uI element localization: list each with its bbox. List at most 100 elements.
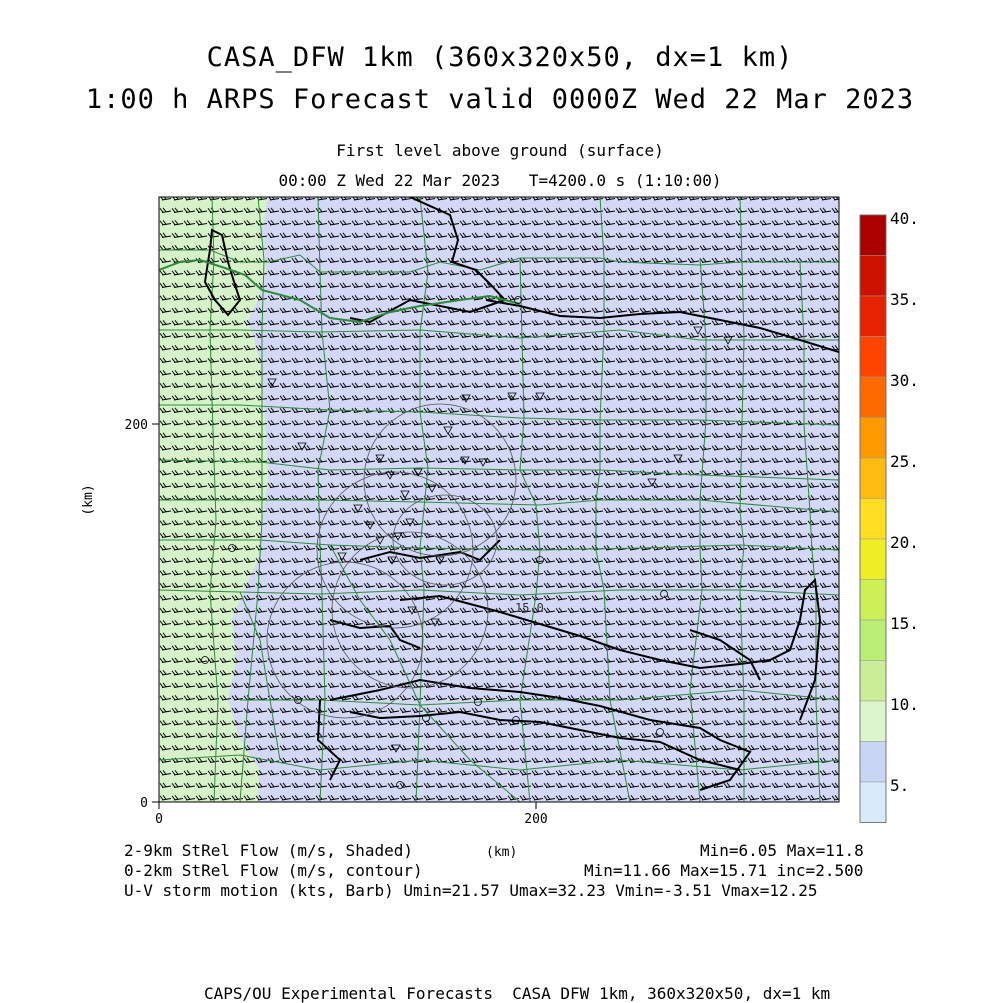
colorbar-label: 25.: [890, 452, 919, 471]
station-triangle: [430, 618, 440, 627]
county-line: [159, 539, 839, 551]
colorbar-swatch: [859, 417, 887, 459]
station-circle: [512, 716, 520, 724]
colorbar-swatch: [859, 498, 887, 540]
legend-x-unit: (km): [486, 845, 518, 860]
station-triangle: [723, 336, 733, 345]
colorbar-label: 15.: [890, 614, 919, 633]
county-line: [159, 459, 839, 481]
legend-contour-stats: Min=11.66 Max=15.71 inc=2.500: [584, 861, 864, 880]
station-markers: [201, 296, 733, 789]
county-line: [159, 754, 839, 771]
y-axis: 200 0 (km): [81, 418, 159, 811]
colorbar: [859, 214, 887, 823]
y-tick-0: 0: [140, 796, 148, 811]
footer-credit: CAPS/OU Experimental Forecasts CASA DFW …: [204, 984, 831, 1003]
plot-title-line1: CASA_DFW 1km (360x320x50, dx=1 km): [206, 42, 794, 73]
plot-frame: [158, 196, 840, 803]
wind-barb-field: [159, 197, 839, 801]
county-line: [317, 197, 331, 802]
station-triangle: [387, 556, 397, 565]
colorbar-swatch: [859, 457, 887, 499]
colorbar-swatch: [859, 660, 887, 702]
station-triangle: [391, 744, 401, 753]
station-triangle: [407, 606, 417, 615]
y-tick-200: 200: [125, 418, 148, 433]
station-triangle: [353, 504, 363, 513]
water-outline: [485, 299, 839, 353]
station-circle: [514, 296, 522, 304]
contour-label: 15.0: [515, 601, 544, 615]
station-triangle: [393, 532, 403, 541]
county-line: [159, 404, 839, 426]
legend-shaded: 2-9km StRel Flow (m/s, Shaded): [124, 841, 413, 860]
colorbar-swatch: [859, 336, 887, 378]
colorbar-label: 20.: [890, 533, 919, 552]
colorbar-swatch: [859, 619, 887, 661]
county-line: [239, 591, 281, 761]
station-triangle: [267, 378, 277, 387]
legend-shaded-stats: Min=6.05 Max=11.8: [700, 841, 864, 860]
level-subtitle: First level above ground (surface): [336, 141, 664, 160]
colorbar-swatch: [859, 214, 887, 256]
county-line: [159, 329, 839, 341]
station-circle: [228, 544, 236, 552]
station-triangle: [385, 471, 395, 480]
station-triangle: [375, 536, 385, 545]
legend-contour: 0-2km StRel Flow (m/s, contour): [124, 861, 423, 880]
water-outline: [203, 228, 242, 317]
time-subtitle: 00:00 Z Wed 22 Mar 2023 T=4200.0 s (1:10…: [278, 171, 722, 190]
station-triangle: [365, 521, 375, 530]
station-triangle: [435, 556, 445, 565]
colorbar-swatch: [859, 579, 887, 621]
water-outline: [316, 699, 342, 781]
station-circle: [536, 556, 544, 564]
station-triangle: [297, 442, 307, 451]
station-triangle: [405, 518, 415, 527]
colorbar-label: 10.: [890, 695, 919, 714]
station-circle: [660, 590, 668, 598]
station-circle: [396, 781, 404, 789]
wind-barbs: [159, 197, 839, 801]
station-triangle: [427, 484, 437, 493]
y-axis-label: (km): [81, 484, 96, 515]
colorbar-label: 5.: [890, 776, 909, 795]
map-plot-area: [159, 197, 839, 802]
station-triangle: [375, 454, 385, 463]
colorbar-swatch: [859, 538, 887, 580]
x-tick-200: 200: [524, 812, 547, 827]
colorbar-label: 40.: [890, 209, 919, 228]
station-circle: [474, 698, 482, 706]
station-triangle: [443, 426, 453, 435]
county-line: [209, 197, 219, 802]
colorbar-swatch: [859, 781, 887, 823]
colorbar-swatch: [859, 255, 887, 297]
station-triangle: [478, 458, 488, 467]
plot-title-line2: 1:00 h ARPS Forecast valid 0000Z Wed 22 …: [85, 84, 915, 115]
water-outline: [349, 710, 741, 771]
county-line: [329, 544, 521, 802]
water-outline: [359, 539, 501, 562]
station-triangle: [413, 468, 423, 477]
lake-and-river-outlines: [159, 197, 839, 791]
county-line: [689, 257, 707, 802]
colorbar-swatch: [859, 376, 887, 418]
station-triangle: [337, 552, 347, 561]
station-triangle: [460, 456, 470, 465]
station-triangle: [507, 392, 517, 401]
station-triangle: [693, 326, 703, 335]
x-axis: 0 200: [155, 802, 548, 827]
station-circle: [201, 656, 209, 664]
county-line: [519, 257, 541, 802]
water-outline: [399, 577, 822, 721]
county-boundaries: [159, 197, 839, 802]
county-line: [159, 249, 839, 273]
station-triangle: [647, 478, 657, 487]
water-outline: [329, 619, 421, 649]
station-circle: [422, 714, 430, 722]
station-triangle: [535, 392, 545, 401]
colorbar-swatch: [859, 295, 887, 337]
colorbar-labels: 40. 35. 30. 25. 20. 15. 10. 5.: [890, 209, 919, 795]
station-triangle: [673, 454, 683, 463]
